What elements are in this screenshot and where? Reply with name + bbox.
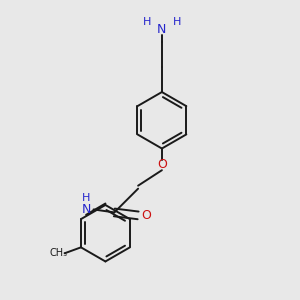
Text: H: H: [143, 17, 151, 27]
Text: O: O: [157, 158, 167, 171]
Text: CH₃: CH₃: [50, 248, 68, 258]
Text: N: N: [81, 203, 91, 216]
Text: O: O: [142, 209, 152, 222]
Text: N: N: [157, 23, 167, 36]
Text: H: H: [82, 193, 90, 203]
Text: H: H: [172, 17, 181, 27]
